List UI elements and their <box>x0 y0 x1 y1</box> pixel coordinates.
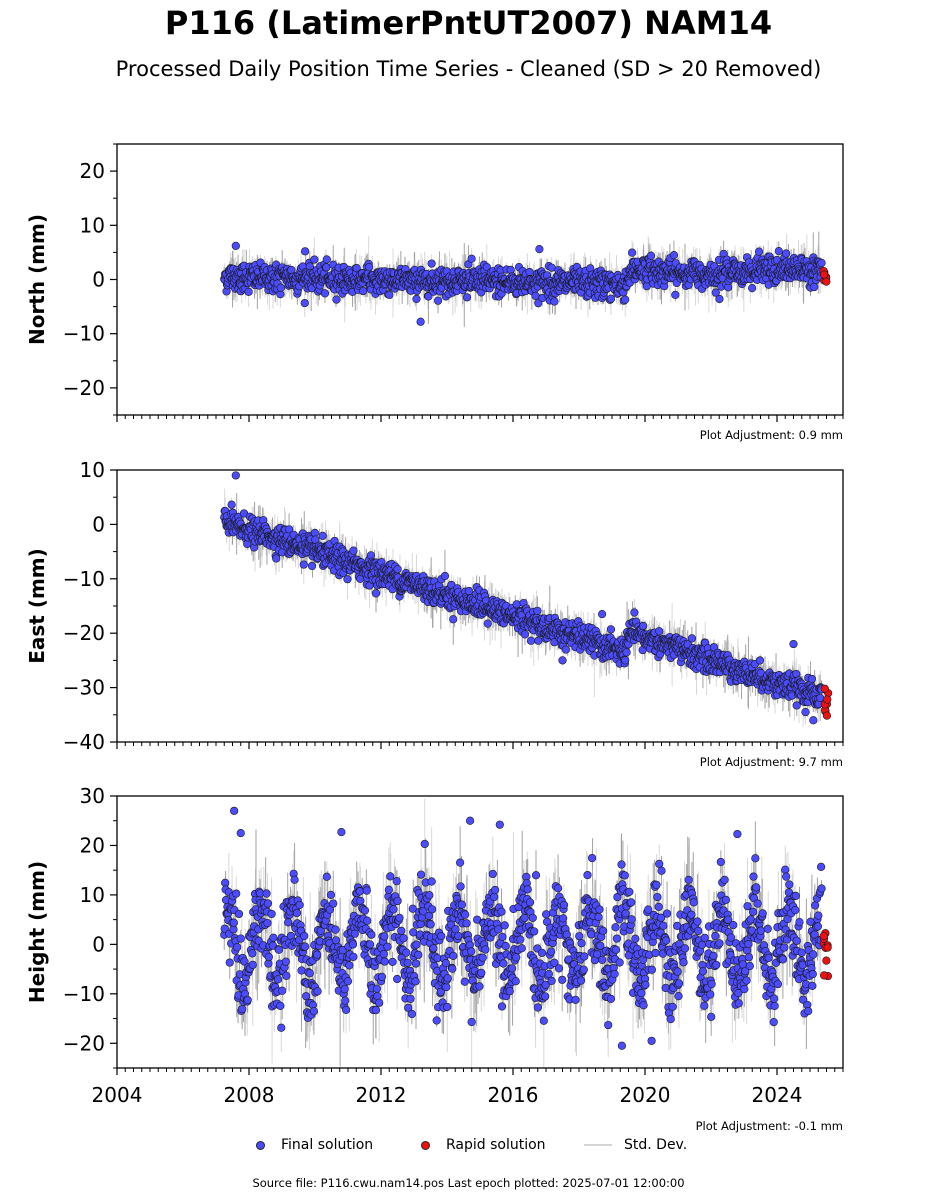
final-solution-point <box>520 630 530 639</box>
final-solution-point <box>748 284 757 293</box>
final-solution-point <box>364 263 374 272</box>
final-solution-point <box>320 289 330 298</box>
final-solution-point <box>671 290 680 299</box>
final-solution-point <box>440 571 450 581</box>
plot-adjustment-label: Plot Adjustment: 0.9 mm <box>700 428 843 442</box>
final-solution-point <box>639 621 648 631</box>
final-solution-point <box>810 282 819 292</box>
final-solution-point <box>464 586 473 596</box>
final-solution-point <box>385 290 394 299</box>
final-solution-point <box>307 561 317 571</box>
final-solution-points <box>220 241 826 326</box>
final-solution-point <box>412 294 421 304</box>
final-solution-point <box>526 636 536 645</box>
final-solution-point <box>534 636 543 645</box>
y-axis-label: North (mm) <box>25 214 49 345</box>
final-solution-point <box>272 554 281 563</box>
final-solution-point <box>244 287 253 296</box>
rapid-solution-points <box>819 266 831 286</box>
chart-title: P116 (LatimerPntUT2007) NAM14 <box>164 4 773 42</box>
rapid-solution-point <box>820 270 829 279</box>
final-solution-point <box>628 248 637 257</box>
final-solution-point <box>371 589 381 598</box>
final-solution-point <box>533 606 542 615</box>
y-tick-label: −20 <box>63 376 105 400</box>
final-solution-point <box>621 656 630 665</box>
y-tick-label: 0 <box>92 268 105 292</box>
final-solution-point <box>655 627 664 636</box>
final-solution-point <box>525 267 534 277</box>
final-solution-point <box>227 500 236 509</box>
final-solution-point <box>352 264 361 273</box>
final-solution-point <box>424 292 433 301</box>
final-solution-point <box>332 295 341 304</box>
y-tick-label: 20 <box>80 159 105 183</box>
final-solution-point <box>646 251 656 260</box>
final-solution-point <box>531 291 540 300</box>
final-solution-point <box>322 255 331 264</box>
final-solution-point <box>310 255 319 264</box>
final-solution-points <box>220 471 826 725</box>
final-solution-point <box>300 298 309 308</box>
final-solution-point <box>606 294 616 303</box>
final-solution-point <box>416 317 425 326</box>
final-solution-point <box>301 247 310 256</box>
final-solution-point <box>561 645 570 654</box>
final-solution-point <box>774 247 783 256</box>
final-solution-point <box>715 294 724 304</box>
final-solution-point <box>287 265 296 275</box>
final-solution-point <box>343 575 352 584</box>
final-solution-point <box>817 258 826 268</box>
final-solution-point <box>284 525 294 534</box>
final-solution-point <box>462 293 472 302</box>
final-solution-point <box>231 241 240 250</box>
final-solution-point <box>318 531 327 540</box>
panel-1: −20 −10 0 10 20 North (mm) Plot Adjustment: 0.… <box>25 143 844 442</box>
final-solution-point <box>322 263 331 272</box>
final-solution-point <box>359 286 368 296</box>
y-tick-label: −10 <box>63 322 105 346</box>
final-solution-point <box>427 259 436 268</box>
final-solution-point <box>669 251 679 260</box>
final-solution-point <box>433 296 443 305</box>
final-solution-point <box>621 295 630 304</box>
final-solution-point <box>782 249 791 258</box>
final-solution-point <box>512 600 521 609</box>
rapid-solution-point <box>822 277 831 286</box>
final-solution-point <box>606 625 616 634</box>
final-solution-point <box>276 283 285 292</box>
final-solution-point <box>349 546 358 555</box>
final-solution-point <box>393 565 402 574</box>
final-solution-point <box>630 608 639 617</box>
final-solution-point <box>711 288 720 297</box>
chart-subtitle: Processed Daily Position Time Series - C… <box>115 57 822 81</box>
y-tick-label: 10 <box>80 213 105 237</box>
final-solution-point <box>547 263 556 272</box>
final-solution-point <box>535 245 544 254</box>
final-solution-point <box>622 648 631 657</box>
final-solution-point <box>467 254 476 263</box>
final-solution-point <box>310 528 319 537</box>
final-solution-point <box>550 297 559 306</box>
final-solution-point <box>299 560 308 569</box>
final-solution-point <box>754 247 764 256</box>
final-solution-point <box>483 619 492 628</box>
final-solution-point <box>449 615 458 624</box>
